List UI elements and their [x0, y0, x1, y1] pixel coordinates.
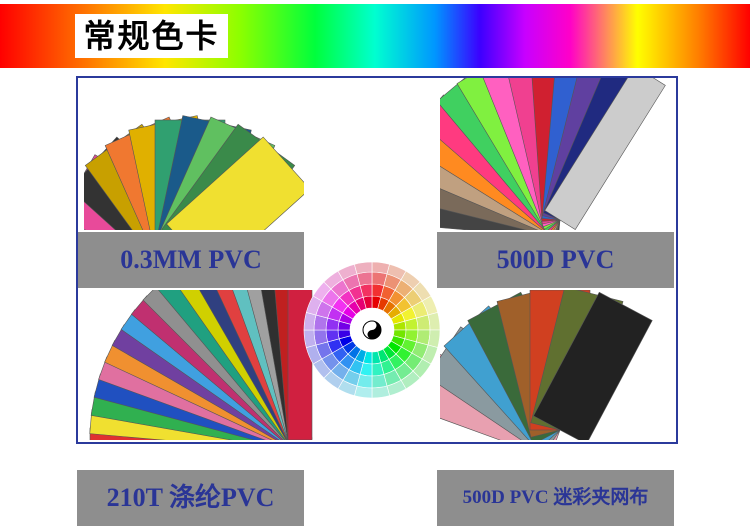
wheel-cell	[427, 312, 441, 331]
wheel-cell	[313, 329, 328, 346]
swatch-label: 500D PVC	[437, 232, 674, 288]
wheel-cell	[416, 314, 431, 331]
swatch-sheet	[166, 136, 304, 230]
swatch-fan	[89, 290, 313, 440]
swatch-fan	[84, 115, 304, 230]
wheel-cell	[354, 385, 373, 399]
wheel-cell	[356, 271, 373, 286]
wheel-cell	[303, 312, 317, 331]
wheel-cell	[427, 329, 441, 348]
swatch-label: 0.3MM PVC	[78, 232, 304, 288]
yin-yang	[367, 321, 381, 339]
wheel-cell	[354, 261, 373, 275]
catalog-frame	[76, 76, 678, 444]
wheel-cell	[303, 329, 317, 348]
wheel-cell	[371, 385, 390, 399]
swatch-fan	[440, 78, 666, 230]
page-title: 常规色卡	[75, 14, 228, 58]
swatch-sheet	[544, 78, 666, 230]
wheel-cell	[371, 261, 390, 275]
swatch-label: 500D PVC 迷彩夹网布	[437, 470, 674, 526]
swatch-label: 210T 涤纶PVC	[77, 470, 304, 526]
wheel-cell	[371, 374, 388, 389]
swatch-sheet	[533, 291, 653, 440]
swatch-fan	[440, 290, 653, 440]
